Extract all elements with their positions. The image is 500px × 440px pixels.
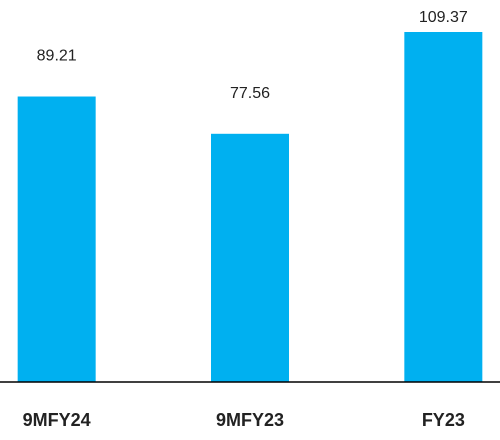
bar (17, 96, 96, 382)
value-label: 89.21 (37, 48, 77, 65)
value-label: 77.56 (230, 85, 270, 102)
bar (211, 133, 289, 382)
x-tick-label: 9MFY23 (216, 410, 284, 430)
x-tick-label: 9MFY24 (23, 410, 91, 430)
bar (404, 32, 483, 382)
x-tick-label: FY23 (422, 410, 465, 430)
value-label: 109.37 (419, 9, 468, 26)
